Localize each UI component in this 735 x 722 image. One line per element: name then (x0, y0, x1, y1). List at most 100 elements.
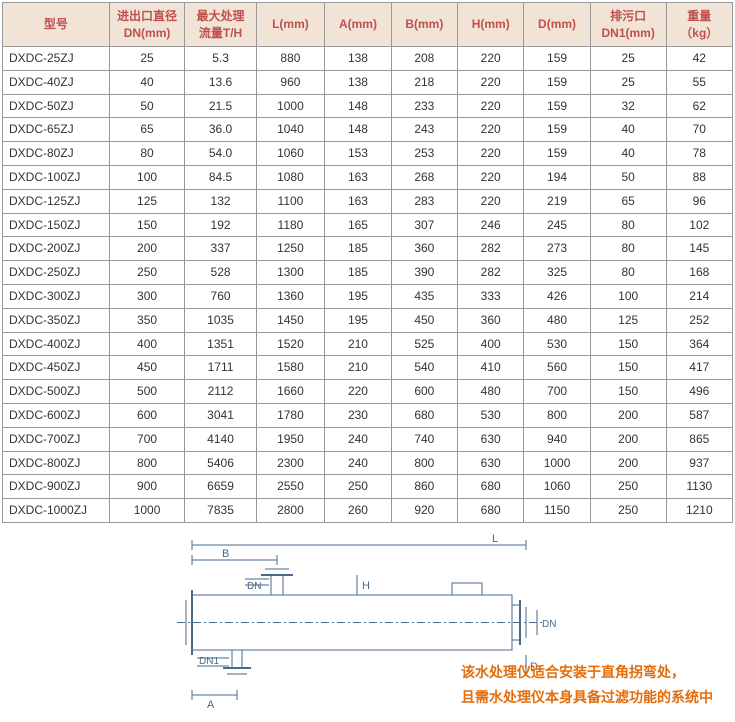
table-cell: 1060 (256, 142, 325, 166)
table-cell: 138 (325, 47, 391, 71)
table-cell: 1250 (256, 237, 325, 261)
svg-text:L: L (492, 533, 498, 545)
table-cell: 337 (185, 237, 256, 261)
table-cell: 300 (109, 284, 185, 308)
table-cell: 65 (590, 189, 666, 213)
table-cell: 40 (109, 70, 185, 94)
table-cell: DXDC-900ZJ (3, 475, 110, 499)
table-cell: 220 (458, 165, 524, 189)
table-cell: 680 (458, 475, 524, 499)
table-row: DXDC-350ZJ35010351450195450360480125252 (3, 308, 733, 332)
table-cell: 65 (109, 118, 185, 142)
table-cell: DXDC-65ZJ (3, 118, 110, 142)
table-cell: DXDC-400ZJ (3, 332, 110, 356)
table-cell: 865 (666, 427, 732, 451)
table-cell: 163 (325, 189, 391, 213)
table-row: DXDC-1000ZJ10007835280026092068011502501… (3, 499, 733, 523)
table-row: DXDC-500ZJ50021121660220600480700150496 (3, 380, 733, 404)
table-cell: 800 (391, 451, 457, 475)
table-cell: 1360 (256, 284, 325, 308)
table-cell: 960 (256, 70, 325, 94)
table-cell: 70 (666, 118, 732, 142)
table-cell: DXDC-300ZJ (3, 284, 110, 308)
table-cell: 940 (524, 427, 590, 451)
table-cell: 165 (325, 213, 391, 237)
table-row: DXDC-25ZJ255.38801382082201592542 (3, 47, 733, 71)
table-cell: 740 (391, 427, 457, 451)
col-header: 排污口DN1(mm) (590, 3, 666, 47)
table-cell: 220 (458, 94, 524, 118)
table-cell: 680 (458, 499, 524, 523)
table-cell: 50 (109, 94, 185, 118)
col-header: 型号 (3, 3, 110, 47)
table-row: DXDC-900ZJ900665925502508606801060250113… (3, 475, 733, 499)
table-cell: 185 (325, 261, 391, 285)
table-cell: 1580 (256, 356, 325, 380)
table-cell: 218 (391, 70, 457, 94)
col-header: D(mm) (524, 3, 590, 47)
table-cell: 480 (524, 308, 590, 332)
table-cell: 80 (109, 142, 185, 166)
table-cell: 7835 (185, 499, 256, 523)
table-cell: 220 (458, 118, 524, 142)
table-row: DXDC-400ZJ40013511520210525400530150364 (3, 332, 733, 356)
table-cell: 145 (666, 237, 732, 261)
table-cell: 700 (524, 380, 590, 404)
table-cell: 42 (666, 47, 732, 71)
table-row: DXDC-250ZJ250528130018539028232580168 (3, 261, 733, 285)
table-cell: 1180 (256, 213, 325, 237)
table-cell: 400 (458, 332, 524, 356)
table-cell: 55 (666, 70, 732, 94)
table-cell: 192 (185, 213, 256, 237)
table-cell: 530 (458, 403, 524, 427)
table-cell: 210 (325, 356, 391, 380)
table-cell: 138 (325, 70, 391, 94)
table-cell: 159 (524, 118, 590, 142)
table-cell: 282 (458, 237, 524, 261)
table-cell: 1040 (256, 118, 325, 142)
table-cell: DXDC-700ZJ (3, 427, 110, 451)
table-cell: 450 (109, 356, 185, 380)
table-cell: 25 (590, 70, 666, 94)
table-cell: DXDC-80ZJ (3, 142, 110, 166)
table-cell: 1520 (256, 332, 325, 356)
table-row: DXDC-700ZJ70041401950240740630940200865 (3, 427, 733, 451)
table-cell: DXDC-600ZJ (3, 403, 110, 427)
table-cell: 1210 (666, 499, 732, 523)
table-cell: 540 (391, 356, 457, 380)
table-cell: 500 (109, 380, 185, 404)
table-cell: 208 (391, 47, 457, 71)
svg-text:DN: DN (542, 619, 556, 630)
table-cell: DXDC-250ZJ (3, 261, 110, 285)
table-cell: 680 (391, 403, 457, 427)
table-cell: 88 (666, 165, 732, 189)
table-cell: 25 (590, 47, 666, 71)
table-cell: 150 (590, 332, 666, 356)
table-cell: 250 (325, 475, 391, 499)
table-cell: 435 (391, 284, 457, 308)
table-cell: 100 (109, 165, 185, 189)
table-cell: 36.0 (185, 118, 256, 142)
table-cell: 400 (109, 332, 185, 356)
table-cell: DXDC-800ZJ (3, 451, 110, 475)
table-cell: 528 (185, 261, 256, 285)
table-cell: 860 (391, 475, 457, 499)
table-cell: 350 (109, 308, 185, 332)
col-header: B(mm) (391, 3, 457, 47)
table-cell: 1080 (256, 165, 325, 189)
table-cell: 220 (325, 380, 391, 404)
table-cell: 185 (325, 237, 391, 261)
table-cell: DXDC-150ZJ (3, 213, 110, 237)
table-cell: 194 (524, 165, 590, 189)
table-cell: 220 (458, 189, 524, 213)
table-cell: 900 (109, 475, 185, 499)
table-cell: 150 (109, 213, 185, 237)
table-cell: 21.5 (185, 94, 256, 118)
table-cell: 307 (391, 213, 457, 237)
table-cell: 760 (185, 284, 256, 308)
table-cell: 62 (666, 94, 732, 118)
table-cell: 364 (666, 332, 732, 356)
svg-text:A: A (207, 699, 215, 711)
footnote-line2: 且需水处理仪本身具备过滤功能的系统中 (461, 689, 713, 705)
col-header: 重量（kg） (666, 3, 732, 47)
